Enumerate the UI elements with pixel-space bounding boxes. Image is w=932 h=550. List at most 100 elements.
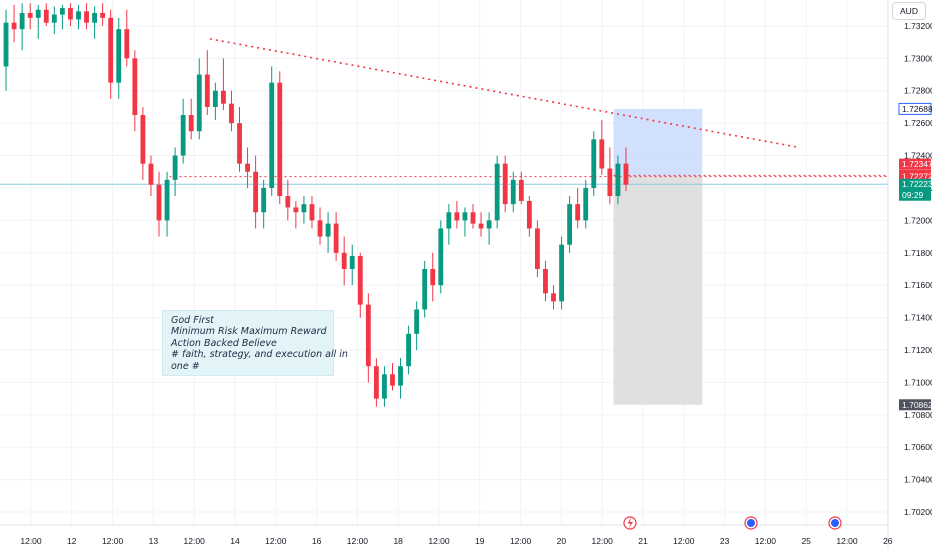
candle-body bbox=[59, 8, 65, 15]
candle-body bbox=[462, 212, 468, 221]
economic-event-icon[interactable] bbox=[828, 516, 842, 530]
price-tag-label: 1.72223 bbox=[902, 179, 932, 189]
candle-body bbox=[196, 74, 202, 132]
candle-body bbox=[108, 17, 114, 83]
x-tick-label: 12:00 bbox=[836, 536, 858, 546]
x-tick-label: 16 bbox=[312, 536, 322, 546]
candle-body bbox=[583, 187, 589, 221]
y-tick-label: 1.70600 bbox=[904, 442, 932, 452]
note-line-5: # faith, strategy, and execution all in bbox=[171, 349, 348, 361]
text-note[interactable]: God First Minimum Risk Maximum Reward Ac… bbox=[162, 310, 348, 376]
candle-body bbox=[526, 200, 532, 229]
x-tick-label: 12:00 bbox=[428, 536, 450, 546]
candle-body bbox=[349, 256, 355, 269]
note-line-1: God First bbox=[171, 315, 214, 326]
event-markers[interactable] bbox=[623, 516, 842, 530]
stop-zone[interactable] bbox=[613, 176, 703, 405]
time-axis[interactable]: 12:00 12 12:00 13 12:00 14 12:00 16 12:00 18 12:00… bbox=[0, 524, 893, 546]
candle-body bbox=[398, 366, 403, 386]
candle-body bbox=[406, 333, 412, 367]
candle-body bbox=[220, 90, 226, 104]
x-tick-label: 12:00 bbox=[20, 536, 42, 546]
flash-event-icon[interactable] bbox=[623, 516, 637, 530]
candle-body bbox=[277, 82, 283, 197]
candle-body bbox=[575, 204, 581, 221]
candle-body bbox=[68, 8, 73, 20]
candle-body bbox=[92, 12, 98, 23]
price-tag bbox=[899, 399, 931, 411]
candle-body bbox=[132, 58, 138, 116]
candle-body bbox=[301, 204, 307, 213]
candle-body bbox=[11, 22, 17, 30]
candlestick-series bbox=[3, 3, 629, 407]
y-tick-label: 1.72600 bbox=[904, 118, 932, 128]
y-tick-label: 1.71200 bbox=[904, 345, 932, 355]
candle-body bbox=[591, 139, 597, 188]
candle-body bbox=[559, 244, 564, 302]
candle-body bbox=[148, 163, 154, 185]
candle-body bbox=[623, 163, 629, 185]
candle-body bbox=[551, 293, 556, 302]
x-tick-label: 19 bbox=[475, 536, 485, 546]
candle-body bbox=[333, 223, 339, 253]
x-tick-label: 12:00 bbox=[755, 536, 777, 546]
x-tick-label: 12:00 bbox=[102, 536, 124, 546]
descending-trendline[interactable] bbox=[209, 38, 800, 149]
y-tick-label: 1.71000 bbox=[904, 377, 932, 387]
candle-body bbox=[438, 228, 444, 286]
candle-body bbox=[180, 115, 186, 156]
economic-event-icon[interactable] bbox=[744, 516, 758, 530]
price-tag-label: 1.70862 bbox=[902, 400, 932, 410]
candle-body bbox=[599, 139, 605, 169]
price-axis[interactable]: 1.73200 1.73000 1.72800 1.72600 1.72400 1.722… bbox=[887, 0, 932, 550]
lightning-icon bbox=[627, 518, 633, 528]
y-tick-label: 1.72800 bbox=[904, 86, 932, 96]
candle-body bbox=[285, 196, 291, 208]
candle-body bbox=[518, 179, 524, 201]
x-tick-label: 12:00 bbox=[265, 536, 287, 546]
x-tick-label: 12:00 bbox=[347, 536, 369, 546]
candle-body bbox=[229, 103, 234, 124]
y-tick-label: 1.72400 bbox=[904, 151, 932, 161]
candle-body bbox=[317, 220, 323, 237]
x-tick-label: 20 bbox=[557, 536, 567, 546]
y-tick-label: 1.72000 bbox=[904, 215, 932, 225]
y-tick-label: 1.71600 bbox=[904, 280, 932, 290]
candle-body bbox=[35, 9, 41, 18]
x-tick-label: 12:00 bbox=[184, 536, 206, 546]
note-line-2: Minimum Risk Maximum Reward bbox=[171, 326, 327, 338]
candle-body bbox=[188, 115, 194, 132]
position-tool[interactable] bbox=[613, 108, 703, 405]
candle-body bbox=[19, 12, 25, 30]
price-tag bbox=[899, 178, 931, 201]
currency-selector[interactable]: AUD bbox=[892, 2, 926, 20]
x-tick-label: 12:00 bbox=[592, 536, 614, 546]
candle-body bbox=[567, 204, 573, 245]
candle-body bbox=[422, 268, 428, 310]
candle-body bbox=[478, 223, 484, 229]
y-tick-label: 1.70400 bbox=[904, 475, 932, 485]
drawing-lines[interactable] bbox=[0, 38, 888, 185]
price-tag-label: 1.72272 bbox=[902, 171, 932, 181]
candle-body bbox=[212, 90, 218, 107]
x-tick-label: 12 bbox=[67, 536, 77, 546]
candle-body bbox=[172, 155, 178, 180]
candle-body bbox=[430, 268, 436, 286]
candle-body bbox=[237, 123, 242, 164]
note-line-6: one # bbox=[171, 360, 200, 372]
candle-body bbox=[309, 204, 315, 221]
candle-body bbox=[502, 163, 508, 205]
candle-body bbox=[253, 171, 259, 213]
candle-body bbox=[510, 179, 516, 205]
note-line-3: Action Backed Believe bbox=[171, 337, 277, 349]
currency-label: AUD bbox=[900, 6, 918, 16]
candle-body bbox=[204, 74, 210, 107]
price-tag bbox=[899, 170, 931, 182]
candle-body bbox=[116, 29, 122, 83]
x-tick-label: 12:00 bbox=[510, 536, 532, 546]
price-tag bbox=[898, 102, 932, 115]
candle-body bbox=[390, 374, 395, 386]
y-tick-label: 1.70800 bbox=[904, 410, 932, 420]
candle-body bbox=[3, 22, 9, 67]
